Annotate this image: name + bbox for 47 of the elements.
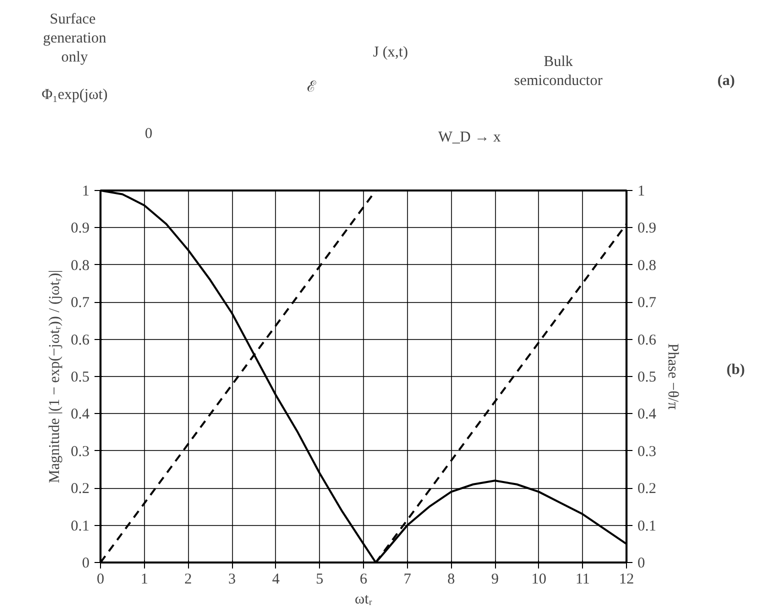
y-tick-label: 0.9 (70, 220, 90, 237)
x-tick-label: 5 (316, 572, 324, 588)
y-tick-label: 0.1 (70, 518, 90, 534)
y-tick-label: 0.3 (70, 444, 90, 460)
y-tick-label: 0.8 (70, 258, 90, 274)
text: J (x,t) (372, 44, 408, 61)
y2-tick-label: 1 (638, 184, 645, 200)
y2-tick-label: 0.5 (638, 370, 656, 386)
text: Surface generation only (42, 11, 107, 66)
y2-tick-label: 0.4 (638, 406, 657, 423)
y2-tick-label: 0.2 (638, 481, 656, 498)
text: 0 (144, 126, 152, 142)
y2-tick-label: 0.6 (638, 332, 657, 348)
x-tick-label: 10 (531, 572, 546, 588)
text: Bulk semiconductor (514, 54, 602, 90)
x-tick-label: 1 (140, 572, 148, 588)
x-tick-label: 3 (228, 572, 236, 588)
y-tick-label: 0.7 (70, 295, 90, 312)
x-tick-label: 6 (360, 572, 368, 588)
x-tick-label: 2 (184, 572, 192, 588)
text: (b) (726, 362, 745, 378)
y2-tick-label: 0.9 (638, 220, 656, 237)
x-tick-label: 7 (404, 572, 412, 588)
x-tick-label: 12 (619, 572, 634, 588)
y-tick-label: 0.4 (70, 406, 90, 423)
x-axis-title: ωtᵣ (354, 592, 373, 608)
text: ℰ (307, 80, 318, 96)
text: Φ₁exp(jωt) (42, 87, 108, 104)
text: W_D → x (438, 130, 502, 146)
y-axis-title: Magnitude |(1 − exp(−jωtᵣ)) / (jωtᵣ)| (46, 270, 63, 484)
x-tick-label: 0 (96, 572, 104, 588)
text: (a) (717, 72, 735, 89)
x-tick-label: 9 (491, 572, 499, 588)
y2-tick-label: 0 (638, 556, 645, 572)
y-tick-label: 0 (82, 556, 90, 572)
y-tick-label: 0.2 (70, 481, 90, 498)
y2-tick-label: 0.1 (638, 518, 656, 534)
x-tick-label: 4 (272, 572, 280, 588)
y-tick-label: 1 (82, 184, 90, 200)
y2-tick-label: 0.8 (638, 258, 656, 274)
x-tick-label: 8 (447, 572, 455, 588)
y2-tick-label: 0.3 (638, 444, 656, 460)
y2-axis-title: Phase −θ/π (664, 343, 680, 410)
y2-tick-label: 0.7 (638, 295, 657, 312)
x-tick-label: 11 (575, 572, 590, 588)
y-tick-label: 0.6 (70, 332, 90, 348)
y-tick-label: 0.5 (70, 370, 90, 386)
